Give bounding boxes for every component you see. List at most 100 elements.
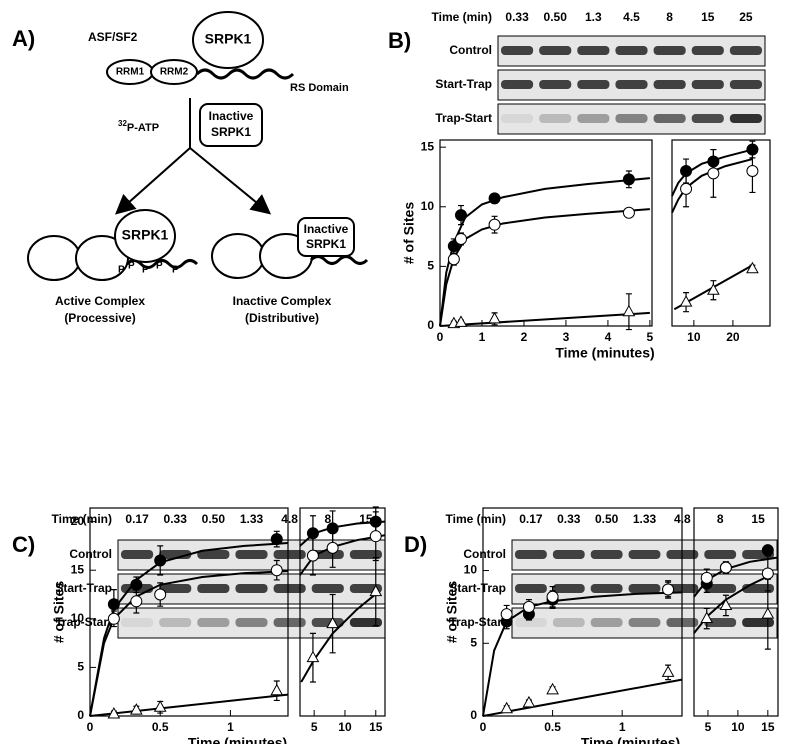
rs-domain bbox=[195, 68, 295, 80]
lane-time: 8 bbox=[324, 512, 331, 526]
lane-time: 0.17 bbox=[125, 512, 149, 526]
lane-time: 4.8 bbox=[281, 512, 298, 526]
gel-band bbox=[615, 46, 648, 55]
data-point bbox=[130, 578, 143, 591]
data-point bbox=[454, 209, 467, 222]
y-tick-label: 15 bbox=[421, 139, 435, 153]
data-point bbox=[488, 218, 501, 231]
data-point bbox=[447, 253, 460, 266]
gel-band bbox=[515, 550, 547, 559]
data-point bbox=[680, 182, 693, 195]
gel-row-label: Start-Trap bbox=[435, 77, 492, 91]
y-tick-label: 0 bbox=[77, 708, 84, 722]
data-point bbox=[326, 616, 339, 629]
data-point bbox=[546, 590, 559, 603]
x-tick-label: 1 bbox=[619, 720, 626, 734]
gel-band bbox=[628, 550, 661, 559]
y-tick-label: 10 bbox=[464, 563, 478, 577]
gel-band bbox=[742, 584, 774, 593]
gel-band bbox=[273, 550, 306, 559]
data-point bbox=[154, 554, 167, 567]
gel-band bbox=[311, 584, 344, 593]
gel-row-label: Control bbox=[449, 43, 492, 57]
gel-band bbox=[515, 618, 547, 627]
gel-band bbox=[729, 114, 762, 123]
x-axis-label: Time (minutes) bbox=[188, 735, 287, 744]
data-point bbox=[746, 165, 759, 177]
complex-label: Inactive Complex bbox=[233, 294, 332, 308]
gel-band bbox=[590, 618, 623, 627]
atp-superscript: 32 bbox=[118, 119, 127, 128]
data-point bbox=[719, 598, 733, 610]
data-point bbox=[326, 541, 339, 554]
inactive-kinase-box bbox=[297, 217, 355, 257]
gel-band bbox=[590, 550, 623, 559]
data-point bbox=[522, 600, 535, 613]
gel-row-label: Control bbox=[463, 547, 506, 561]
rs-domain bbox=[125, 259, 199, 269]
data-point bbox=[447, 240, 460, 253]
gel-band bbox=[515, 584, 547, 593]
gel-row-label: Trap-Start bbox=[55, 615, 112, 629]
rrm1-label: RRM1 bbox=[116, 67, 145, 78]
x-tick-label: 15 bbox=[761, 720, 775, 734]
gel-band bbox=[691, 46, 724, 55]
kinase-shape bbox=[192, 11, 264, 69]
gel-band bbox=[121, 618, 154, 627]
plot-frame bbox=[89, 507, 289, 717]
x-tick-label: 10 bbox=[687, 330, 701, 344]
gel-band bbox=[539, 46, 572, 55]
fit-curve bbox=[439, 208, 650, 327]
lane-time: 0.33 bbox=[505, 10, 529, 24]
complex-label: Active Complex bbox=[55, 294, 145, 308]
plot-frame bbox=[299, 507, 386, 717]
x-tick-label: 20 bbox=[726, 330, 740, 344]
fit-curve bbox=[671, 148, 753, 197]
y-axis-label: # of Sites bbox=[444, 581, 460, 643]
gel-band bbox=[577, 80, 610, 89]
phosphate: P bbox=[128, 261, 135, 272]
gel-band bbox=[197, 550, 230, 559]
data-point bbox=[454, 315, 468, 327]
substrate-label: ASF/SF2 bbox=[88, 30, 138, 44]
gel-band bbox=[691, 114, 724, 123]
gel-row-label: Start-Trap bbox=[55, 581, 112, 595]
gel-band bbox=[539, 114, 572, 123]
x-tick-label: 10 bbox=[338, 720, 352, 734]
x-tick-label: 15 bbox=[369, 720, 383, 734]
data-point bbox=[107, 707, 121, 719]
data-point bbox=[707, 167, 720, 180]
gel-band bbox=[159, 584, 192, 593]
x-tick-label: 5 bbox=[705, 720, 712, 734]
rrm-domain bbox=[211, 233, 265, 279]
x-tick-label: 2 bbox=[521, 330, 528, 344]
data-point bbox=[454, 232, 467, 245]
panel-label: A) bbox=[12, 26, 35, 51]
y-tick-label: 10 bbox=[71, 611, 85, 625]
gel-band bbox=[349, 618, 382, 627]
data-point bbox=[707, 283, 720, 295]
lane-time: 1.33 bbox=[240, 512, 264, 526]
panel-label: D) bbox=[404, 532, 427, 557]
x-tick-label: 3 bbox=[563, 330, 570, 344]
inactive-kinase-box bbox=[199, 103, 263, 147]
data-point bbox=[622, 206, 635, 219]
data-point bbox=[761, 607, 775, 619]
gel-band bbox=[501, 114, 534, 123]
plot-frame bbox=[671, 139, 771, 327]
panel-a: A) ASF/SF2 RRM1 RRM2 SRPK1 RS Domain 32P… bbox=[12, 11, 369, 325]
data-point bbox=[306, 527, 319, 540]
data-point bbox=[662, 583, 675, 596]
x-tick-label: 1 bbox=[479, 330, 486, 344]
y-tick-label: 20 bbox=[71, 514, 85, 528]
y-tick-label: 0 bbox=[427, 318, 434, 332]
gel-band bbox=[729, 46, 762, 55]
y-tick-label: 0 bbox=[470, 708, 477, 722]
x-axis-label: Time (minutes) bbox=[555, 345, 654, 361]
gel-band bbox=[691, 80, 724, 89]
data-point bbox=[746, 143, 759, 156]
lane-time: 15 bbox=[751, 512, 765, 526]
data-point bbox=[369, 530, 382, 543]
lane-time: 1.33 bbox=[633, 512, 657, 526]
inactive-kinase-label: SRPK1 bbox=[211, 125, 251, 139]
